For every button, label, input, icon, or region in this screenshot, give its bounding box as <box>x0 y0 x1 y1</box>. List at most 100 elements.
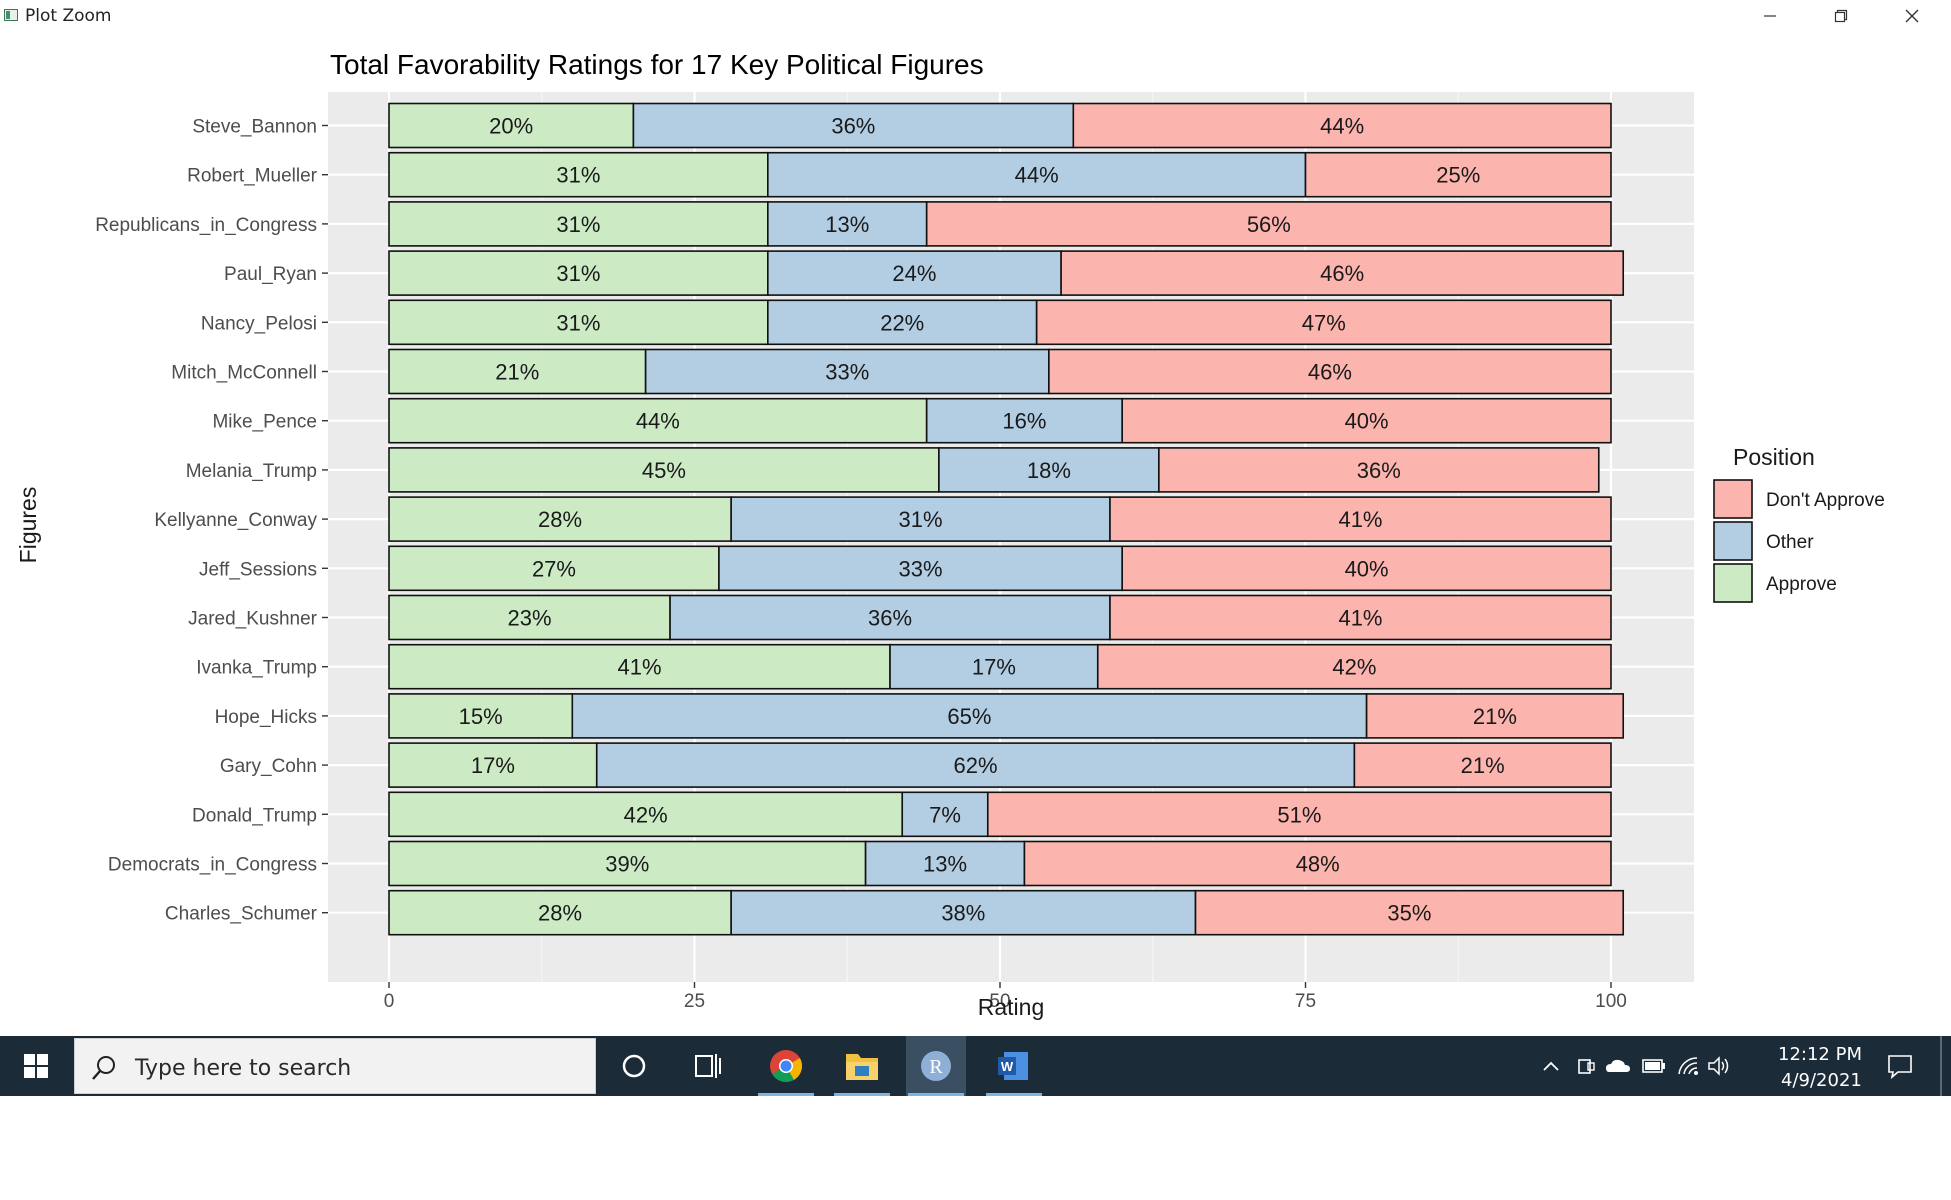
bar-labels-layer: 20% 36% 44% 31% 44% 25% 31% 13% 56% 31% 24% 46% 31% 2… <box>459 114 1517 926</box>
notification-center-icon[interactable] <box>1886 1052 1914 1080</box>
bar-value-label: 17% <box>972 655 1016 680</box>
window-titlebar: Plot Zoom <box>0 0 1951 32</box>
legend-key <box>1713 479 1753 519</box>
y-tick-label: Mike_Pence <box>212 412 317 433</box>
bar-segment-approve <box>388 840 867 887</box>
word-taskbar-button[interactable]: W <box>984 1044 1044 1096</box>
legend-key <box>1713 521 1753 561</box>
bar-value-label: 31% <box>556 310 600 335</box>
y-tick-label: Robert_Mueller <box>187 166 318 187</box>
bar-segment-other <box>595 742 1356 788</box>
bar-segment-approve <box>388 693 574 739</box>
legend-title: Position <box>1733 444 1815 470</box>
x-tick-label: 100 <box>1595 991 1627 1012</box>
bar-value-label: 7% <box>929 802 961 827</box>
bar-value-label: 31% <box>556 261 600 286</box>
bar-value-label: 41% <box>1338 606 1382 631</box>
bar-value-label: 44% <box>1320 114 1364 139</box>
bar-segment-other <box>901 791 989 838</box>
x-axis: 0 25 50 75 100 <box>384 982 1627 1012</box>
show-desktop-button[interactable] <box>1940 1036 1942 1096</box>
cortana-button[interactable] <box>604 1044 664 1088</box>
bar-value-label: 16% <box>1002 409 1046 434</box>
onedrive-cloud-icon[interactable] <box>1604 1054 1632 1078</box>
chevron-up-icon[interactable] <box>1541 1054 1561 1078</box>
running-indicator <box>986 1093 1042 1096</box>
file-explorer-button[interactable] <box>832 1044 892 1096</box>
bar-segment-don-t-approve <box>1353 742 1612 788</box>
bar-segment-don-t-approve <box>1048 348 1612 395</box>
bar-value-label: 41% <box>1338 507 1382 532</box>
clock-date[interactable]: 4/9/2021 <box>1781 1070 1862 1091</box>
task-view-button[interactable] <box>678 1044 738 1088</box>
start-button[interactable] <box>0 1036 72 1096</box>
bar-value-label: 21% <box>495 360 539 385</box>
bar-value-label: 35% <box>1387 901 1431 926</box>
search-placeholder: Type here to search <box>135 1056 352 1081</box>
x-tick-label: 25 <box>684 991 705 1012</box>
bar-value-label: 48% <box>1296 852 1340 877</box>
legend-label: Other <box>1766 532 1814 553</box>
x-tick-label: 50 <box>989 991 1010 1012</box>
bar-value-label: 18% <box>1027 458 1071 483</box>
minimize-button[interactable] <box>1735 0 1805 32</box>
bar-value-label: 25% <box>1436 163 1480 188</box>
speaker-volume-icon[interactable] <box>1706 1054 1732 1078</box>
y-tick-label: Melania_Trump <box>186 461 317 482</box>
legend-label: Don't Approve <box>1766 490 1885 511</box>
clock-time[interactable]: 12:12 PM <box>1778 1044 1862 1065</box>
window-title: Plot Zoom <box>25 6 112 26</box>
chrome-taskbar-button[interactable] <box>756 1044 816 1096</box>
windows-logo-icon <box>24 1054 48 1078</box>
word-icon: W <box>998 1052 1028 1080</box>
taskbar-search-box[interactable]: Type here to search <box>74 1038 596 1094</box>
bar-value-label: 42% <box>1332 655 1376 680</box>
bar-value-label: 38% <box>941 901 985 926</box>
bar-value-label: 65% <box>947 704 991 729</box>
r-taskbar-button[interactable]: R <box>906 1036 966 1096</box>
chrome-icon <box>770 1050 803 1083</box>
rstudio-plot-icon <box>4 9 18 21</box>
wifi-icon[interactable] <box>1676 1054 1702 1078</box>
bar-value-label: 36% <box>868 606 912 631</box>
bar-segment-other <box>669 594 1111 641</box>
bar-segment-approve <box>388 151 769 198</box>
bar-value-label: 62% <box>954 753 998 778</box>
bar-segment-don-t-approve <box>925 201 1612 247</box>
bar-value-label: 33% <box>825 360 869 385</box>
bar-value-label: 39% <box>605 852 649 877</box>
task-view-icon <box>695 1054 721 1078</box>
restore-button[interactable] <box>1806 0 1876 32</box>
legend-key <box>1713 563 1753 603</box>
bar-value-label: 36% <box>1357 458 1401 483</box>
bar-value-label: 56% <box>1247 212 1291 237</box>
x-tick-label: 0 <box>384 991 395 1012</box>
close-button[interactable] <box>1877 0 1947 32</box>
legend: Position Don't Approve Other Approve <box>1713 444 1885 603</box>
bar-value-label: 17% <box>471 753 515 778</box>
y-axis: Steve_Bannon Robert_Mueller Republicans_in… <box>95 117 328 925</box>
y-tick-label: Nancy_Pelosi <box>201 313 317 334</box>
cortana-circle-icon <box>622 1054 646 1078</box>
bar-segment-other <box>718 545 1124 592</box>
legend-label: Approve <box>1766 574 1837 595</box>
bar-segment-other <box>889 643 1099 690</box>
bar-segment-approve <box>388 643 891 690</box>
close-icon <box>1905 9 1919 23</box>
running-indicator <box>908 1093 964 1096</box>
meet-now-icon[interactable] <box>1576 1054 1596 1078</box>
bar-value-label: 36% <box>831 114 875 139</box>
y-tick-label: Mitch_McConnell <box>171 363 317 384</box>
bar-value-label: 42% <box>624 802 668 827</box>
running-indicator <box>758 1093 814 1096</box>
bar-segment-don-t-approve <box>1109 496 1612 542</box>
battery-icon[interactable] <box>1640 1054 1668 1078</box>
bar-value-label: 23% <box>508 606 552 631</box>
bar-segment-don-t-approve <box>1035 299 1612 346</box>
bar-value-label: 20% <box>489 114 533 139</box>
bar-segment-approve <box>388 201 769 247</box>
bar-segment-don-t-approve <box>1096 643 1612 690</box>
bar-value-label: 13% <box>923 852 967 877</box>
y-tick-label: Democrats_in_Congress <box>108 855 317 876</box>
x-tick-label: 75 <box>1295 991 1316 1012</box>
